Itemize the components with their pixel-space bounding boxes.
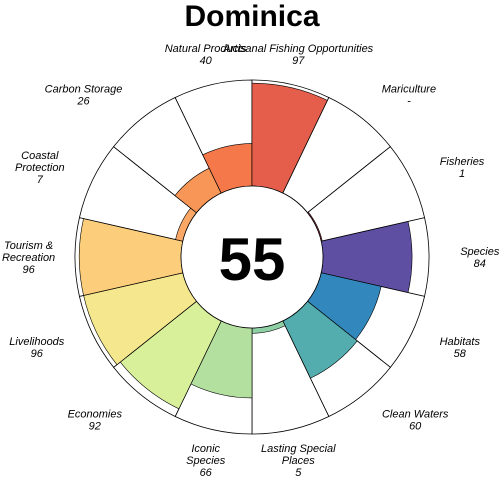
petal-label-habitats: Habitats 58	[440, 336, 481, 360]
overall-score: 55	[219, 226, 286, 293]
petal-value-carbon-storage: 26	[76, 95, 90, 107]
center-hole	[180, 185, 324, 329]
petal-label-clean-waters: Clean Waters 60	[382, 409, 449, 433]
petal-name-clean-waters: Clean Waters	[382, 409, 449, 421]
petal-name-fisheries: Fisheries	[440, 156, 485, 168]
petal-label-fisheries: Fisheries 1	[440, 156, 485, 180]
petal-label-livelihoods: Livelihoods 96	[9, 336, 65, 360]
petal-name-natural-products: Natural Products	[165, 43, 247, 55]
petal-label-coastal-protection: Coastal Protection 7	[15, 150, 65, 186]
petal-label-species: Species 84	[460, 246, 500, 270]
petal-value-natural-products: 40	[200, 55, 213, 67]
petal-name-lasting-special-places: Places	[282, 455, 316, 467]
petal-name-mariculture: Mariculture	[382, 83, 436, 95]
petal-value-livelihoods: 96	[31, 348, 44, 360]
petal-name-iconic-species: Species	[186, 455, 226, 467]
petal-value-tourism-recreation: 96	[22, 264, 35, 276]
petal-name-lasting-special-places: Lasting Special	[261, 443, 336, 455]
petal-layer	[74, 79, 430, 435]
petal-value-lasting-special-places: 5	[295, 467, 302, 479]
petal-name-coastal-protection: Protection	[15, 162, 65, 174]
petal-value-iconic-species: 66	[200, 467, 213, 479]
petal-value-economies: 92	[89, 421, 101, 433]
chart-title: Dominica	[184, 0, 319, 33]
petal-name-species: Species	[460, 246, 500, 258]
petal-name-coastal-protection: Coastal	[21, 150, 59, 162]
petal-label-tourism-recreation: Tourism & Recreation 96	[2, 240, 55, 276]
petal-value-habitats: 58	[454, 348, 467, 360]
petal-value-mariculture: -	[407, 95, 411, 107]
petal-value-artisanal-fishing-opportunities: 97	[292, 55, 305, 67]
petal-name-carbon-storage: Carbon Storage	[45, 83, 123, 95]
petal-name-tourism-recreation: Recreation	[2, 252, 55, 264]
petal-label-iconic-species: Iconic Species 66	[186, 443, 226, 479]
petal-value-coastal-protection: 7	[37, 174, 44, 186]
petal-value-clean-waters: 60	[409, 421, 422, 433]
petal-label-economies: Economies 92	[68, 409, 123, 433]
petal-name-iconic-species: Iconic	[191, 443, 220, 455]
petal-value-fisheries: 1	[459, 168, 465, 180]
petal-label-carbon-storage: Carbon Storage 26	[45, 83, 123, 107]
petal-name-livelihoods: Livelihoods	[9, 336, 65, 348]
petal-label-natural-products: Natural Products 40	[165, 43, 247, 67]
petal-label-artisanal-fishing-opportunities: Artisanal Fishing Opportunities 97	[222, 43, 373, 67]
petal-value-species: 84	[474, 258, 486, 270]
petal-label-mariculture: Mariculture -	[382, 83, 436, 107]
petal-name-economies: Economies	[68, 409, 123, 421]
petal-name-habitats: Habitats	[440, 336, 481, 348]
petal-label-lasting-special-places: Lasting Special Places 5	[261, 443, 336, 479]
petal-name-tourism-recreation: Tourism &	[4, 240, 53, 252]
petal-name-artisanal-fishing-opportunities: Artisanal Fishing Opportunities	[222, 43, 373, 55]
